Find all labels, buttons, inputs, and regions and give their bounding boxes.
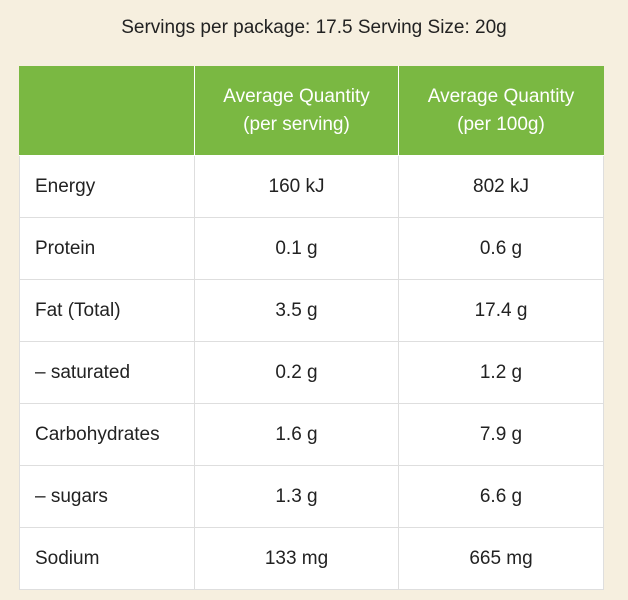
nutrient-name: Carbohydrates	[19, 403, 195, 466]
nutrient-name: Protein	[19, 217, 195, 280]
nutrient-name: Sodium	[19, 527, 195, 590]
nutrition-table: Average Quantity (per serving) Average Q…	[19, 66, 604, 590]
header-per-serving-line1: Average Quantity	[223, 86, 370, 107]
per-serving-value: 0.1 g	[194, 217, 399, 280]
table-row: Energy 160 kJ 802 kJ	[19, 155, 604, 218]
per-serving-value: 3.5 g	[194, 279, 399, 342]
per-100g-value: 0.6 g	[398, 217, 604, 280]
header-per-serving-line2: (per serving)	[243, 114, 350, 135]
per-serving-value: 133 mg	[194, 527, 399, 590]
nutrient-name: – sugars	[19, 465, 195, 528]
table-row: – sugars 1.3 g 6.6 g	[19, 465, 604, 528]
table-row: Fat (Total) 3.5 g 17.4 g	[19, 279, 604, 342]
header-per-100g-line2: (per 100g)	[457, 114, 545, 135]
per-100g-value: 7.9 g	[398, 403, 604, 466]
header-per-100g: Average Quantity (per 100g)	[398, 66, 604, 156]
per-100g-value: 1.2 g	[398, 341, 604, 404]
header-corner-cell	[19, 66, 195, 156]
table-header-row: Average Quantity (per serving) Average Q…	[19, 66, 604, 156]
per-serving-value: 1.6 g	[194, 403, 399, 466]
serving-info: Servings per package: 17.5 Serving Size:…	[121, 17, 507, 38]
per-100g-value: 665 mg	[398, 527, 604, 590]
nutrient-name: Energy	[19, 155, 195, 218]
per-100g-value: 17.4 g	[398, 279, 604, 342]
header-per-serving: Average Quantity (per serving)	[194, 66, 399, 156]
per-serving-value: 0.2 g	[194, 341, 399, 404]
per-serving-value: 160 kJ	[194, 155, 399, 218]
table-row: Carbohydrates 1.6 g 7.9 g	[19, 403, 604, 466]
per-serving-value: 1.3 g	[194, 465, 399, 528]
nutrient-name: Fat (Total)	[19, 279, 195, 342]
table-row: Protein 0.1 g 0.6 g	[19, 217, 604, 280]
nutrient-name: – saturated	[19, 341, 195, 404]
per-100g-value: 6.6 g	[398, 465, 604, 528]
table-row: Sodium 133 mg 665 mg	[19, 527, 604, 590]
header-per-100g-line1: Average Quantity	[427, 86, 575, 107]
table-row: – saturated 0.2 g 1.2 g	[19, 341, 604, 404]
per-100g-value: 802 kJ	[398, 155, 604, 218]
